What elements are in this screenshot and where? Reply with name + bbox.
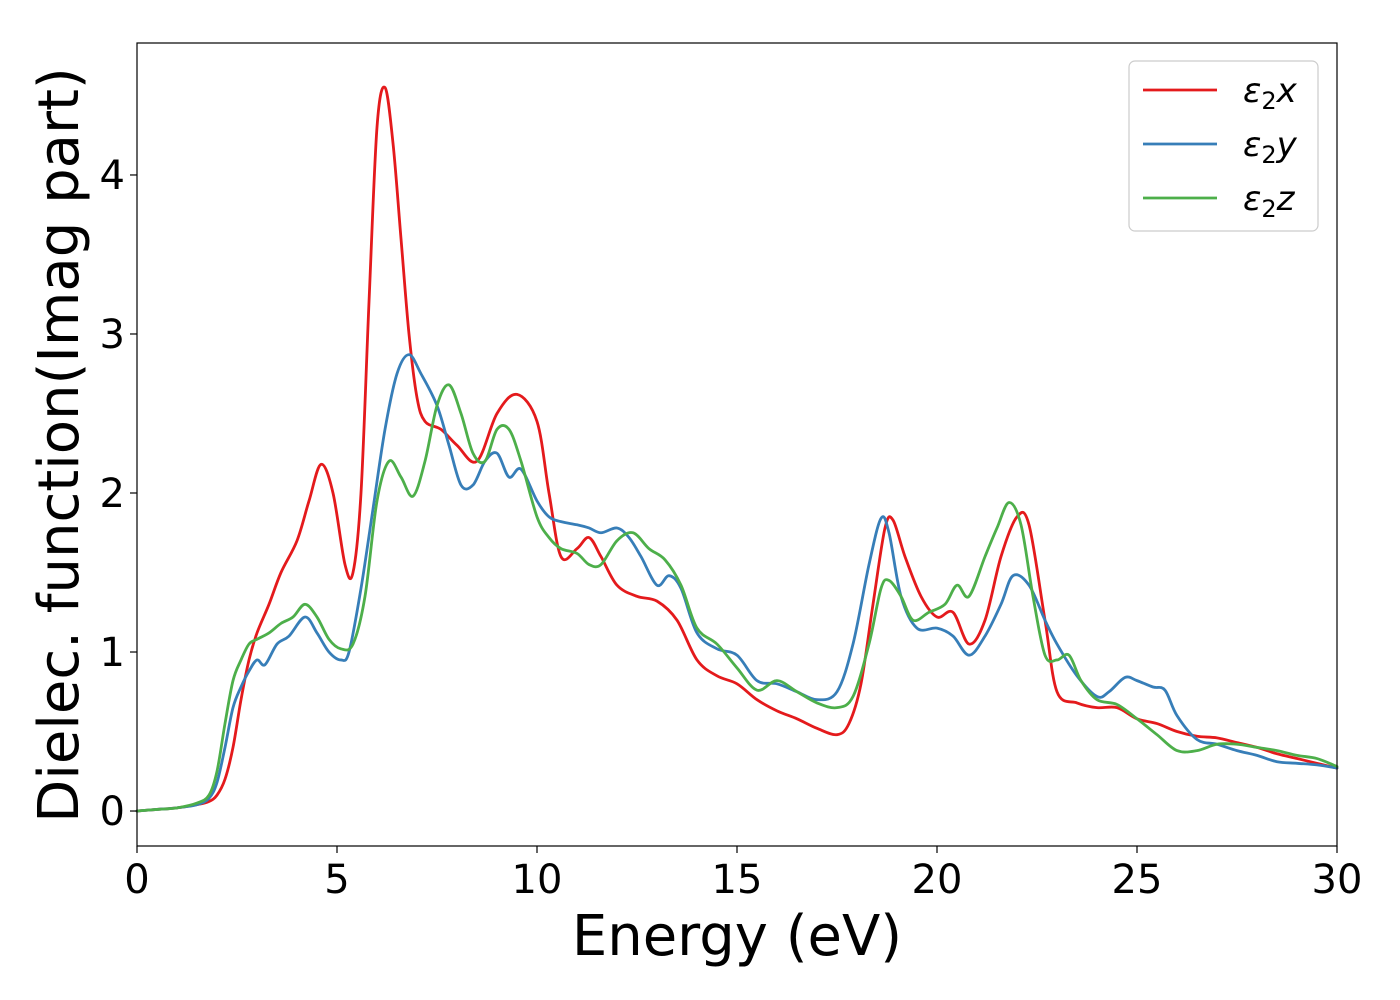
x-tick-label: 15 [712, 857, 763, 903]
y-axis: 0 1 2 3 4 [100, 153, 137, 835]
series-line-1 [135, 85, 1339, 813]
x-tick-label: 5 [324, 857, 349, 903]
legend-label-base: ε [1243, 179, 1261, 219]
legend-label-subscript: 2 [1261, 87, 1276, 115]
y-tick-label: 1 [100, 630, 125, 676]
legend-label-tail: y [1276, 125, 1298, 165]
y-tick-label: 3 [100, 312, 125, 358]
x-axis: 0 5 10 15 20 25 30 [124, 846, 1362, 903]
x-axis-title: Energy (eV) [572, 904, 902, 969]
legend-label-base: ε [1243, 71, 1261, 111]
legend-label-2: ε2y [1243, 125, 1298, 169]
x-tick-label: 0 [124, 857, 149, 903]
legend-label-subscript: 2 [1261, 195, 1276, 223]
y-tick-label: 0 [100, 789, 125, 835]
y-axis-title: Dielec. function(Imag part) [27, 67, 92, 823]
legend-label-subscript: 2 [1261, 141, 1276, 169]
x-tick-label: 30 [1312, 857, 1363, 903]
legend-label-base: ε [1243, 125, 1261, 165]
legend-box [1128, 60, 1319, 232]
series-line-3 [135, 383, 1339, 813]
y-tick-label: 4 [100, 153, 125, 199]
y-tick-label: 2 [100, 471, 125, 517]
series-line-2 [135, 353, 1339, 813]
legend-label-3: ε2z [1243, 179, 1296, 223]
x-tick-label: 10 [512, 857, 563, 903]
x-tick-label: 20 [912, 857, 963, 903]
legend-label-1: ε2x [1243, 71, 1298, 115]
x-tick-label: 25 [1112, 857, 1163, 903]
legend-label-tail: x [1276, 71, 1298, 111]
legend-label-tail: z [1276, 179, 1296, 219]
series-layer [135, 85, 1339, 813]
